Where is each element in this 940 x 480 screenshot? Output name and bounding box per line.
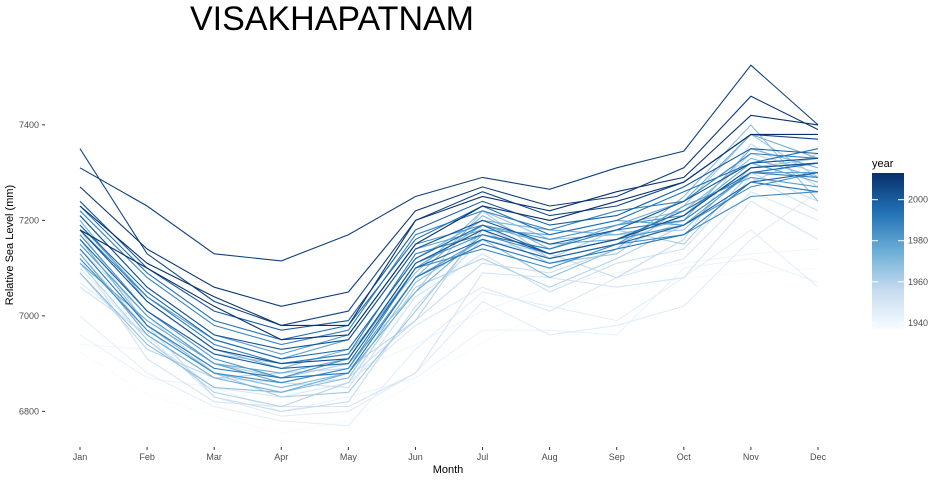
series-line-1954: [79, 171, 819, 389]
x-tick-label: Dec: [810, 452, 827, 462]
series-line-1974: [79, 133, 819, 393]
x-tick-label: Jul: [477, 452, 489, 462]
y-tick-label: 7000: [19, 311, 39, 321]
series-line-2013: [79, 133, 818, 341]
series-line-1986: [79, 191, 819, 384]
x-tick-label: Jan: [73, 452, 88, 462]
y-tick-label: 7400: [19, 120, 39, 130]
series-line-2004: [79, 162, 819, 365]
series-line-1990: [79, 172, 819, 365]
x-tick-label: Mar: [206, 452, 222, 462]
series-line-2008: [79, 64, 819, 262]
series-line-2002: [79, 157, 819, 350]
series-lines: [79, 64, 819, 434]
series-line-1944: [79, 229, 819, 427]
series-line-1998: [79, 172, 819, 369]
x-tick-label: Sep: [609, 452, 625, 462]
x-axis-title: Month: [433, 464, 464, 476]
legend-colorbar: [872, 173, 904, 329]
series-line-1996: [79, 162, 819, 360]
y-tick-label: 6800: [19, 406, 39, 416]
y-axis-title: Relative Sea Level (mm): [4, 185, 16, 305]
series-line-1942: [79, 258, 819, 412]
series-line-2000: [79, 148, 819, 331]
legend-title: year: [872, 158, 894, 170]
series-line-1948: [79, 191, 819, 398]
series-line-1992: [79, 181, 819, 379]
series-line-1950: [79, 200, 819, 408]
series-line-1978: [79, 172, 818, 360]
series-line-1946: [79, 191, 819, 417]
series-line-2012: [79, 114, 819, 326]
legend-ticks: 1940 1960 1980 2000: [872, 195, 928, 328]
y-tick-label: 7200: [19, 215, 39, 225]
y-axis: 6800 7000 7200 7400: [19, 120, 45, 416]
x-tick-label: Nov: [743, 452, 760, 462]
legend-tick-label: 1940: [908, 318, 928, 328]
series-line-1994: [79, 148, 819, 341]
legend-tick-label: 2000: [908, 195, 928, 205]
x-tick-label: Feb: [139, 452, 155, 462]
legend-tick-label: 1960: [908, 277, 928, 287]
chart-title: VISAKHAPATNAM: [190, 0, 474, 38]
x-tick-label: Aug: [542, 452, 558, 462]
series-line-2006: [79, 133, 819, 326]
x-tick-label: Apr: [274, 452, 288, 462]
legend-tick-label: 1980: [908, 236, 928, 246]
series-line-1960: [79, 152, 819, 408]
x-axis: Jan Feb Mar Apr May Jun Jul Aug Sep Oct Nov Dec: [73, 447, 827, 462]
series-line-2010: [79, 95, 819, 307]
x-tick-label: Jun: [408, 452, 423, 462]
x-tick-label: Oct: [677, 452, 692, 462]
series-line-1984: [79, 172, 819, 379]
series-line-1937: [79, 267, 819, 434]
x-tick-label: May: [340, 452, 358, 462]
year-legend: year 1940 1960 1980 2000: [872, 158, 928, 329]
